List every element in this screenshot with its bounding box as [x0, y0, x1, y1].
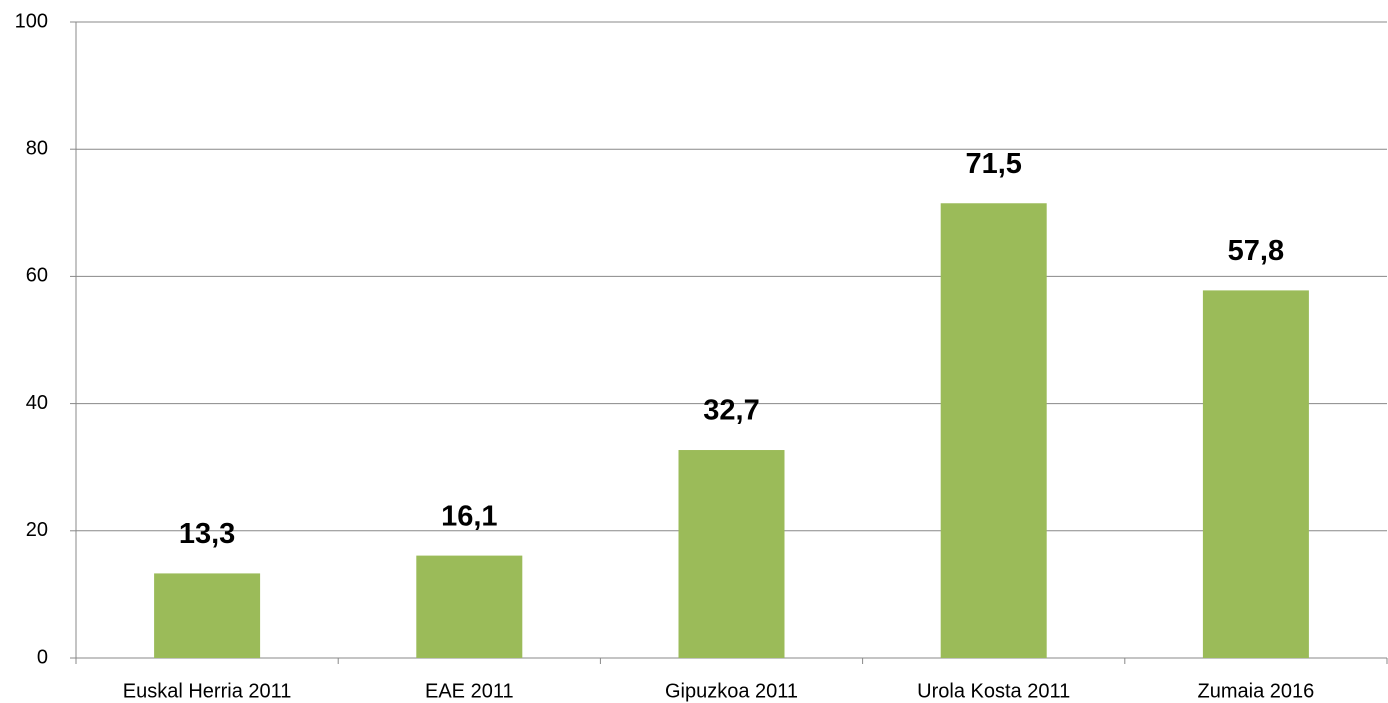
x-tick-label: Urola Kosta 2011 — [917, 680, 1070, 702]
y-tick-label: 20 — [26, 519, 48, 541]
y-tick-label: 40 — [26, 392, 48, 414]
value-label: 32,7 — [703, 395, 759, 427]
bar — [678, 450, 785, 658]
y-tick-label: 80 — [26, 137, 48, 159]
x-tick-label: EAE 2011 — [425, 680, 514, 702]
y-tick-label: 60 — [26, 265, 48, 287]
value-label: 16,1 — [441, 500, 497, 532]
value-label: 57,8 — [1228, 235, 1284, 267]
bar — [416, 555, 523, 658]
y-tick-label: 100 — [15, 10, 48, 32]
bar — [1202, 290, 1309, 658]
x-tick-label: Zumaia 2016 — [1198, 680, 1315, 702]
value-label: 71,5 — [965, 148, 1021, 180]
x-tick-label: Euskal Herria 2011 — [123, 680, 292, 702]
y-tick-label: 0 — [37, 646, 48, 668]
value-label: 13,3 — [179, 518, 235, 550]
bar — [154, 573, 261, 658]
x-tick-label: Gipuzkoa 2011 — [665, 680, 798, 702]
bar — [940, 203, 1047, 658]
